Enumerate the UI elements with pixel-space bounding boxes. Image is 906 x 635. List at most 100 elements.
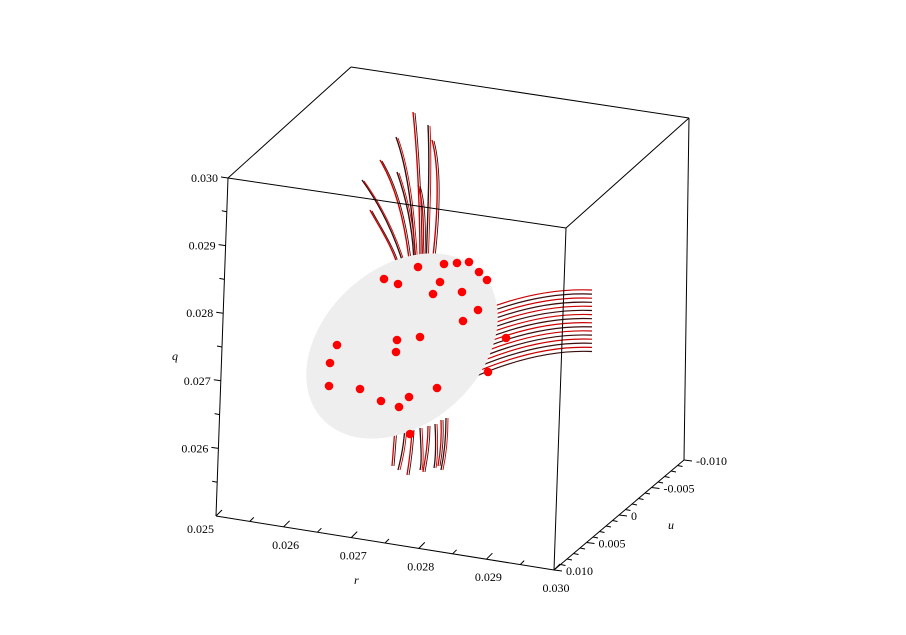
q-tick — [216, 311, 224, 314]
axis-label-u: u — [668, 518, 674, 532]
u-tick-label: 0.010 — [566, 564, 593, 578]
r-tick — [553, 563, 561, 571]
u-minor-tick — [677, 465, 683, 467]
data-point — [376, 396, 386, 406]
surface-body — [306, 253, 498, 439]
u-minor-tick — [560, 564, 566, 566]
trajectory-line — [433, 423, 437, 469]
u-tick — [553, 569, 563, 572]
data-point — [432, 383, 442, 393]
u-minor-tick — [573, 553, 579, 555]
data-point — [482, 275, 492, 285]
box-edge — [227, 66, 352, 179]
data-point — [394, 402, 404, 412]
data-point — [474, 267, 484, 277]
trajectories — [361, 111, 593, 476]
trajectory-line — [421, 427, 424, 471]
data-point — [392, 335, 402, 345]
q-tick — [218, 244, 226, 247]
u-minor-tick — [657, 481, 664, 484]
u-tick — [618, 514, 628, 517]
r-minor-tick — [249, 517, 255, 522]
data-point — [393, 279, 403, 289]
data-point — [457, 287, 467, 297]
u-minor-tick — [670, 470, 677, 473]
data-point — [435, 277, 445, 287]
u-minor-tick — [566, 558, 573, 561]
u-tick-label: 0 — [631, 509, 637, 523]
trajectory-line — [397, 137, 419, 270]
u-minor-tick — [625, 509, 631, 511]
data-point — [355, 384, 365, 394]
q-tick-label: 0.029 — [189, 239, 216, 253]
q-tick-label: 0.028 — [186, 306, 213, 320]
q-minor-tick — [219, 277, 225, 280]
box-edge — [350, 66, 690, 119]
data-point — [405, 429, 415, 439]
trajectory-line — [433, 140, 440, 267]
u-minor-tick — [631, 503, 638, 506]
q-tick-label: 0.027 — [184, 374, 211, 388]
r-tick-label: 0.030 — [543, 581, 570, 595]
r-tick-label: 0.027 — [340, 549, 367, 563]
u-minor-tick — [612, 520, 618, 522]
trajectory-line — [419, 427, 422, 471]
u-tick — [586, 542, 595, 544]
box-back-edges — [227, 66, 690, 461]
u-tick-label: -0.010 — [696, 454, 727, 468]
trajectory-line — [435, 423, 439, 469]
data-point — [415, 332, 425, 342]
data-point — [483, 367, 493, 377]
data-point — [379, 274, 389, 284]
u-minor-tick — [579, 547, 586, 550]
r-tick — [486, 552, 493, 560]
q-minor-tick — [221, 210, 227, 213]
q-tick — [213, 379, 221, 382]
trajectory-line — [440, 417, 447, 471]
r-tick-label: 0.025 — [187, 522, 214, 536]
q-tick-label: 0.026 — [181, 441, 208, 455]
r-minor-tick — [317, 527, 322, 533]
r-tick-label: 0.029 — [475, 570, 502, 584]
data-point — [413, 262, 423, 272]
axis-label-r: r — [354, 573, 359, 587]
data-point — [404, 392, 414, 402]
data-point — [452, 258, 462, 268]
box-edge — [227, 177, 567, 229]
trajectory-line — [431, 139, 438, 266]
axes: 0.026 0.027 0.028 0.029 0.030 0.025 0.026 0.027… — [181, 171, 727, 595]
q-minor-tick — [214, 413, 220, 416]
r-minor-tick — [384, 538, 390, 544]
u-tick — [683, 459, 693, 462]
data-point — [473, 305, 483, 315]
data-point — [458, 316, 468, 326]
r-tick — [350, 531, 358, 538]
box-edge — [565, 117, 690, 229]
ellipsoid-surface — [306, 253, 498, 439]
data-point — [439, 259, 449, 269]
trajectory-line — [422, 425, 429, 473]
trajectory-line — [424, 425, 431, 473]
r-tick — [283, 520, 290, 528]
u-minor-tick — [644, 492, 651, 495]
trajectory-line — [439, 419, 444, 467]
q-tick — [220, 176, 229, 179]
box-edge — [553, 227, 567, 571]
trajectory-line — [427, 125, 432, 268]
data-point — [332, 340, 342, 350]
u-minor-tick — [664, 476, 670, 478]
u-minor-tick — [599, 531, 605, 533]
data-point — [324, 381, 334, 391]
q-tick-label: 0.030 — [191, 171, 218, 185]
u-minor-tick — [638, 498, 644, 500]
trajectory-line — [437, 419, 442, 467]
data-point — [501, 333, 511, 343]
data-point — [464, 257, 474, 267]
r-tick-label: 0.026 — [272, 538, 299, 552]
trajectory-line — [425, 124, 430, 267]
q-tick — [211, 446, 219, 449]
u-minor-tick — [605, 525, 612, 528]
u-tick-label: 0.005 — [599, 537, 626, 551]
trajectory-line — [442, 417, 449, 471]
